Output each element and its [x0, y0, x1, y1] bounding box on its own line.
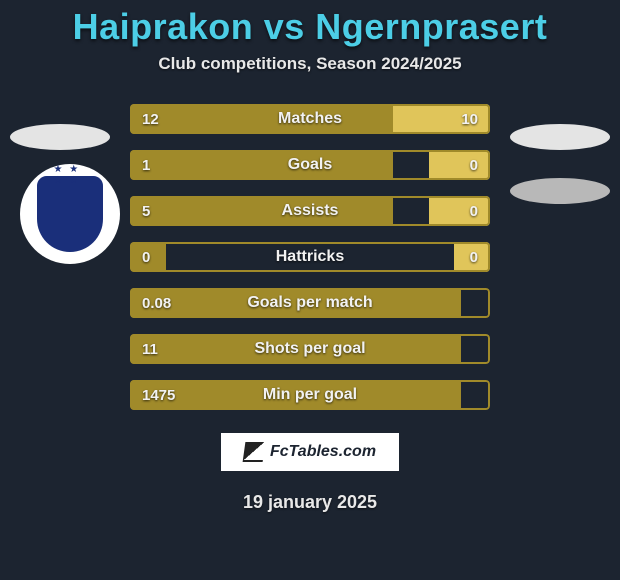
date-label: 19 january 2025 [243, 492, 377, 513]
page-title: Haiprakon vs Ngernprasert [73, 6, 548, 48]
subtitle: Club competitions, Season 2024/2025 [158, 54, 461, 74]
stat-value-left: 0 [142, 242, 150, 272]
stat-bar-left [130, 288, 461, 318]
player-badge-right-1 [510, 124, 610, 150]
stat-value-left: 5 [142, 196, 150, 226]
brand-text: FcTables.com [270, 443, 376, 461]
stat-row: 50Assists [130, 196, 490, 226]
player-badge-left [10, 124, 110, 150]
stat-bar-left [130, 334, 461, 364]
brand-chart-icon [243, 442, 266, 462]
stat-bar-right [429, 196, 490, 226]
stat-row: 11Shots per goal [130, 334, 490, 364]
club-stars-icon: ★ ★ ★ ★ [54, 164, 87, 186]
stat-row: 10Goals [130, 150, 490, 180]
stat-value-left: 0.08 [142, 288, 171, 318]
stat-bar-left [130, 104, 393, 134]
stat-row: 0 0Hattricks [130, 242, 490, 272]
stat-bar-left [130, 150, 393, 180]
stat-value-right: 0 [470, 242, 478, 272]
stat-row: 0.08Goals per match [130, 288, 490, 318]
stat-bar-outline [130, 242, 490, 272]
stat-value-right: 10 [461, 104, 478, 134]
player-badge-right-2 [510, 178, 610, 204]
brand-badge: FcTables.com [220, 432, 400, 472]
stat-value-right: 0 [470, 196, 478, 226]
club-logo: ★ ★ ★ ★ [20, 164, 120, 264]
stat-value-left: 1 [142, 150, 150, 180]
stats-container: 1210Matches10Goals50Assists00Hattricks0.… [130, 104, 490, 410]
club-shield-icon: ★ ★ ★ ★ [37, 176, 103, 252]
stat-bar-right [429, 150, 490, 180]
infographic: Haiprakon vs Ngernprasert Club competiti… [0, 0, 620, 580]
stat-row: 1475Min per goal [130, 380, 490, 410]
stat-value-left: 11 [142, 334, 158, 364]
stat-value-right: 0 [470, 150, 478, 180]
stat-value-left: 1475 [142, 380, 175, 410]
stat-label: Hattricks [130, 242, 490, 272]
stat-bar-left [130, 196, 393, 226]
stat-value-left: 12 [142, 104, 159, 134]
stat-row: 1210Matches [130, 104, 490, 134]
stat-bar-left [130, 380, 461, 410]
